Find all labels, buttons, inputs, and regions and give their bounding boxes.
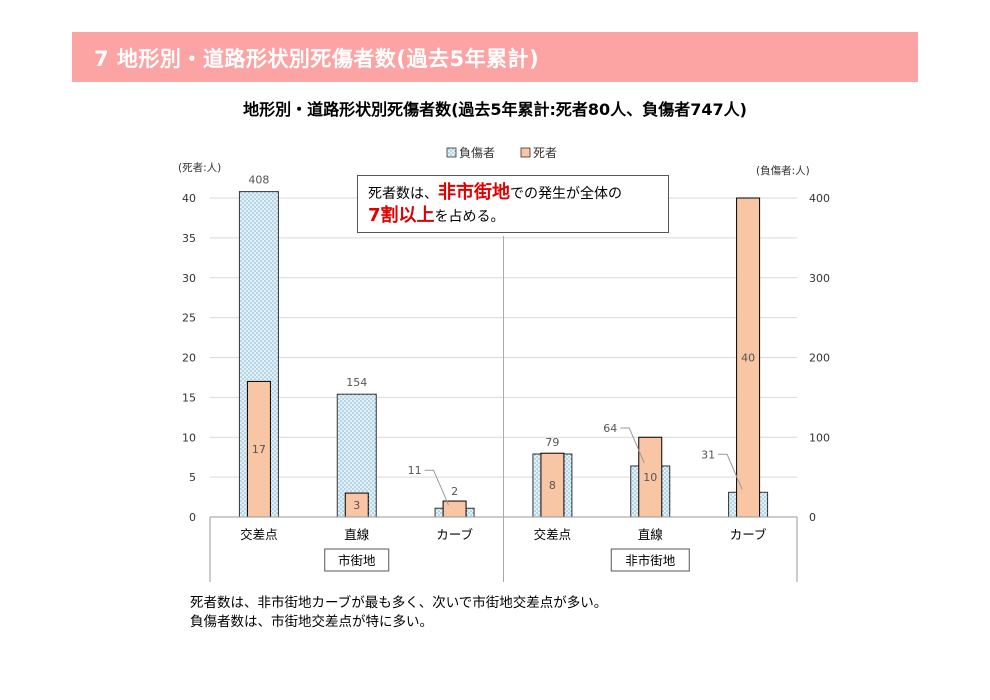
death-value-label: 10 [643, 471, 657, 484]
summary-notes: 死者数は、非市街地カーブが最も多く、次いで市街地交差点が多い。 負傷者数は、市街… [190, 594, 607, 632]
legend-swatch-injured [446, 147, 457, 158]
legend-label-deaths: 死者 [533, 146, 557, 160]
death-value-label: 8 [549, 479, 556, 492]
left-tick-label: 30 [182, 272, 196, 285]
summary-line-1: 死者数は、非市街地カーブが最も多く、次いで市街地交差点が多い。 [190, 595, 608, 611]
injured-value-label: 79 [545, 436, 559, 449]
death-value-label: 17 [252, 443, 266, 456]
left-tick-label: 5 [189, 471, 196, 484]
leader-line [718, 453, 743, 490]
category-label: 交差点 [240, 527, 278, 542]
right-tick-label: 0 [809, 511, 816, 524]
group-label-box [324, 548, 390, 572]
leader-line [424, 469, 450, 506]
callout-highlight-2: 7割以上 [368, 205, 435, 226]
injured-value-label: 408 [248, 174, 269, 187]
callout-text-2: での発生が全体の [510, 186, 622, 202]
injured-value-label: 31 [701, 448, 715, 461]
death-bar [442, 500, 467, 518]
right-tick-label: 100 [809, 431, 830, 444]
category-label: カーブ [436, 527, 473, 542]
death-value-label: 40 [741, 352, 755, 365]
group-label-box [610, 548, 690, 572]
callout-box: 死者数は、非市街地での発生が全体の 7割以上を占める。 [357, 175, 669, 233]
left-tick-label: 10 [182, 431, 196, 444]
callout-text-3: を占める。 [434, 209, 505, 225]
right-tick-label: 400 [809, 192, 830, 205]
injured-value-label: 11 [408, 464, 422, 477]
left-axis-title: (死者:人) [178, 162, 221, 174]
right-axis-title: (負傷者:人) [756, 164, 810, 177]
category-label: カーブ [730, 527, 767, 542]
legend-label-injured: 負傷者 [459, 145, 495, 160]
group-label: 市街地 [338, 553, 376, 568]
death-value-label: 3 [353, 499, 360, 512]
chart-title: 地形別・道路形状別死傷者数(過去5年累計:死者80人、負傷者747人) [243, 100, 747, 119]
left-tick-label: 0 [189, 511, 196, 524]
group-label: 非市街地 [625, 553, 676, 568]
category-label: 直線 [344, 527, 370, 542]
leader-line [620, 427, 645, 464]
injured-value-label: 154 [346, 376, 367, 389]
left-tick-label: 40 [182, 192, 196, 205]
category-label: 交差点 [534, 527, 572, 542]
right-tick-label: 200 [809, 352, 830, 365]
right-tick-label: 300 [809, 272, 830, 285]
category-label: 直線 [638, 527, 664, 542]
summary-line-2: 負傷者数は、市街地交差点が特に多い。 [190, 614, 433, 630]
callout-highlight-1: 非市街地 [438, 182, 510, 203]
left-tick-label: 35 [182, 232, 196, 245]
injured-value-label: 64 [603, 422, 617, 435]
section-title: 7 地形別・道路形状別死傷者数(過去5年累計) [94, 47, 540, 71]
left-tick-label: 15 [182, 391, 196, 404]
section-banner: 7 地形別・道路形状別死傷者数(過去5年累計) [72, 32, 918, 82]
left-tick-label: 20 [182, 352, 196, 365]
legend-swatch-deaths [520, 147, 531, 158]
left-tick-label: 25 [182, 312, 196, 325]
death-value-label: 2 [451, 485, 458, 498]
callout-text-1: 死者数は、 [368, 186, 438, 202]
